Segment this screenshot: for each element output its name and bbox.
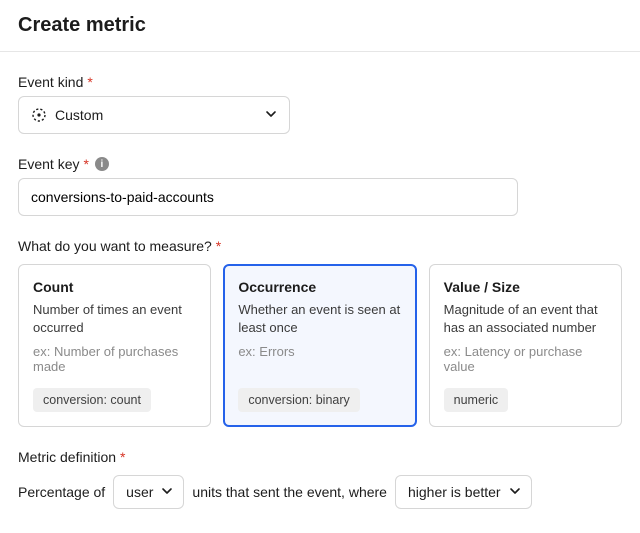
unit-value: user <box>126 484 153 500</box>
event-key-label-text: Event key <box>18 156 79 172</box>
event-key-input[interactable] <box>18 178 518 216</box>
event-kind-value: Custom <box>55 107 103 123</box>
measure-option-occurrence[interactable]: Occurrence Whether an event is seen at l… <box>223 264 416 427</box>
card-title: Count <box>33 279 196 295</box>
direction-select[interactable]: higher is better <box>395 475 532 509</box>
chevron-down-icon <box>265 107 277 123</box>
page-title: Create metric <box>18 14 622 37</box>
card-example: ex: Number of purchases made <box>33 344 196 374</box>
event-kind-label: Event kind * <box>18 74 622 90</box>
card-desc: Number of times an event occurred <box>33 301 196 336</box>
info-icon[interactable]: i <box>95 157 109 171</box>
card-badge: numeric <box>444 388 508 412</box>
measure-option-value-size[interactable]: Value / Size Magnitude of an event that … <box>429 264 622 427</box>
metric-definition-label: Metric definition * <box>18 449 622 465</box>
unit-select[interactable]: user <box>113 475 184 509</box>
metric-definition-row: Percentage of user units that sent the e… <box>18 475 622 509</box>
custom-icon <box>31 107 47 123</box>
card-desc: Magnitude of an event that has an associ… <box>444 301 607 336</box>
required-asterisk: * <box>120 449 125 465</box>
card-badge: conversion: count <box>33 388 151 412</box>
card-example: ex: Errors <box>238 344 401 359</box>
card-title: Occurrence <box>238 279 401 295</box>
event-kind-label-text: Event kind <box>18 74 83 90</box>
direction-value: higher is better <box>408 484 501 500</box>
measure-label-text: What do you want to measure? <box>18 238 212 254</box>
chevron-down-icon <box>509 484 521 500</box>
card-example: ex: Latency or purchase value <box>444 344 607 374</box>
header-divider <box>0 51 640 52</box>
card-badge: conversion: binary <box>238 388 359 412</box>
event-key-label: Event key * i <box>18 156 622 172</box>
definition-prefix: Percentage of <box>18 484 105 500</box>
chevron-down-icon <box>161 484 173 500</box>
event-kind-select[interactable]: Custom <box>18 96 290 134</box>
card-desc: Whether an event is seen at least once <box>238 301 401 336</box>
required-asterisk: * <box>216 238 221 254</box>
measure-label: What do you want to measure? * <box>18 238 622 254</box>
required-asterisk: * <box>87 74 92 90</box>
metric-definition-label-text: Metric definition <box>18 449 116 465</box>
measure-option-count[interactable]: Count Number of times an event occurred … <box>18 264 211 427</box>
measure-options: Count Number of times an event occurred … <box>18 264 622 427</box>
card-title: Value / Size <box>444 279 607 295</box>
required-asterisk: * <box>83 156 88 172</box>
definition-middle: units that sent the event, where <box>192 484 387 500</box>
